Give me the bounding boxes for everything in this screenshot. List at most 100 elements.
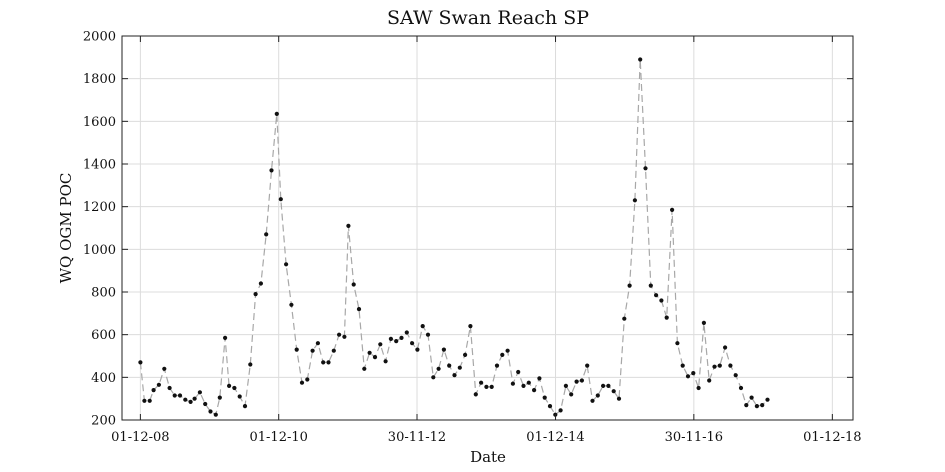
data-point <box>590 398 595 403</box>
x-tick-label: 30-11-12 <box>388 430 446 445</box>
data-point <box>601 383 606 388</box>
data-point <box>362 366 367 371</box>
data-point <box>447 363 452 368</box>
x-tick-label: 01-12-08 <box>111 430 169 445</box>
data-point <box>760 403 765 408</box>
data-point <box>172 393 177 398</box>
chart-title: SAW Swan Reach SP <box>387 7 589 29</box>
data-point <box>505 348 510 353</box>
data-point <box>707 378 712 383</box>
data-point <box>326 360 331 365</box>
data-point <box>162 366 167 371</box>
data-point <box>738 385 744 391</box>
data-point <box>574 379 579 384</box>
axis-ticks: 200 400 600 800 1000 1200 1400 1600 1800 2000 01-1… <box>83 30 862 446</box>
data-point <box>305 377 310 382</box>
data-point <box>213 412 218 417</box>
data-point <box>654 293 659 298</box>
data-point <box>468 324 473 329</box>
data-point <box>659 298 664 303</box>
data-point <box>595 393 600 398</box>
data-point <box>532 388 537 393</box>
data-point <box>675 341 680 346</box>
data-point <box>274 111 279 116</box>
data-point <box>383 359 388 364</box>
data-point <box>479 380 484 385</box>
data-point <box>765 397 770 402</box>
y-tick-label: 1400 <box>83 158 116 173</box>
data-point <box>733 373 738 378</box>
data-point <box>177 393 183 398</box>
data-point <box>372 355 378 360</box>
y-tick-label: 400 <box>91 371 116 386</box>
data-point <box>441 347 446 352</box>
data-point <box>188 399 193 404</box>
data-point <box>473 392 478 397</box>
data-point <box>500 352 505 357</box>
data-point <box>425 332 431 337</box>
data-point <box>337 332 342 337</box>
data-point <box>691 371 696 376</box>
data-point <box>526 380 531 385</box>
data-point <box>378 342 383 347</box>
data-point <box>463 352 468 357</box>
data-point <box>248 362 253 367</box>
data-point <box>404 330 409 335</box>
data-point <box>510 381 515 386</box>
data-point <box>151 388 156 393</box>
x-tick-label: 01-12-14 <box>526 430 584 445</box>
data-point <box>203 401 208 407</box>
plot-frame <box>121 35 854 421</box>
y-axis-label: WQ OGM POC <box>57 173 75 284</box>
data-point <box>616 396 622 401</box>
data-point <box>351 282 356 287</box>
y-tick-label: 200 <box>91 414 116 429</box>
data-point <box>547 404 553 409</box>
data-point <box>264 232 269 237</box>
data-point <box>622 316 627 321</box>
data-point <box>696 385 701 391</box>
data-point <box>269 168 274 173</box>
x-tick-label: 30-11-16 <box>665 430 723 445</box>
data-point <box>558 408 563 413</box>
data-point <box>167 385 172 391</box>
data-point <box>346 223 351 228</box>
data-point <box>685 374 691 379</box>
series <box>138 57 770 417</box>
data-point <box>563 383 569 388</box>
data-point <box>717 363 722 368</box>
y-tick-label: 600 <box>91 328 116 343</box>
data-point <box>321 360 326 365</box>
data-point <box>258 281 263 286</box>
data-point <box>253 292 258 297</box>
data-point <box>415 347 420 352</box>
y-tick-label: 2000 <box>83 30 116 45</box>
data-point <box>569 392 574 397</box>
data-point <box>606 383 611 388</box>
y-tick-label: 1800 <box>83 72 116 87</box>
data-point <box>516 369 521 375</box>
data-point <box>627 283 632 288</box>
x-tick-label: 01-12-18 <box>803 430 861 445</box>
data-point <box>142 398 147 403</box>
data-point <box>611 389 616 394</box>
data-point <box>712 364 717 369</box>
data-point <box>754 404 760 409</box>
data-point <box>232 385 237 391</box>
data-point <box>227 383 232 388</box>
data-point <box>410 341 415 346</box>
data-point <box>315 341 320 346</box>
data-point <box>388 336 393 341</box>
data-point <box>242 404 248 409</box>
data-point <box>289 302 294 307</box>
data-point <box>494 363 500 368</box>
data-point <box>284 262 289 267</box>
y-tick-label: 1600 <box>83 115 116 130</box>
data-point <box>331 348 336 353</box>
data-point <box>147 398 152 403</box>
data-point <box>436 366 441 371</box>
data-point <box>744 403 749 408</box>
data-point <box>420 324 425 329</box>
data-point <box>648 283 653 288</box>
